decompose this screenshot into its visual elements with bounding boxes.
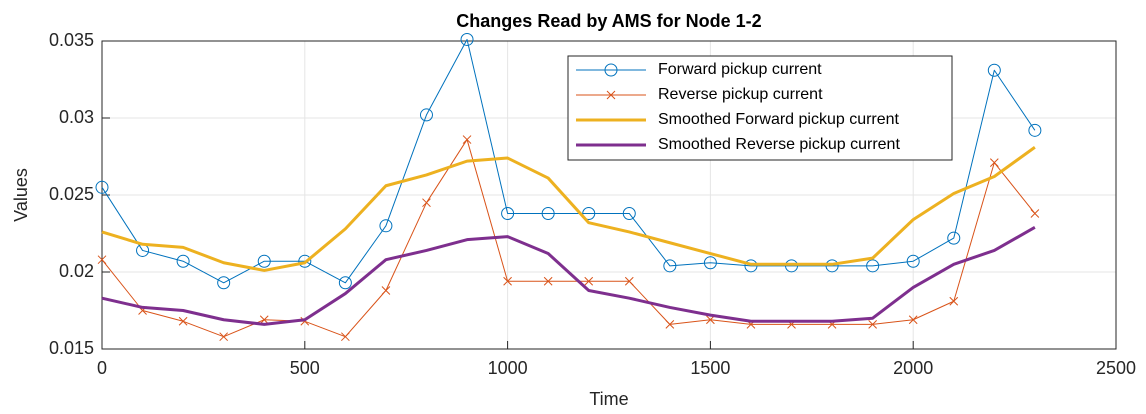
x-axis-label: Time bbox=[589, 389, 628, 409]
x-tick-label: 1500 bbox=[690, 358, 730, 378]
marker bbox=[908, 315, 918, 325]
marker bbox=[624, 276, 634, 286]
series-line bbox=[101, 146, 1036, 272]
marker bbox=[1028, 123, 1042, 137]
marker bbox=[989, 158, 999, 168]
marker bbox=[341, 332, 350, 342]
marker bbox=[257, 254, 271, 268]
x-tick-label: 0 bbox=[97, 358, 107, 378]
marker bbox=[419, 108, 433, 122]
marker bbox=[584, 276, 594, 286]
x-tick-label: 1000 bbox=[488, 358, 528, 378]
marker bbox=[501, 206, 515, 220]
chart-title: Changes Read by AMS for Node 1-2 bbox=[456, 11, 761, 31]
y-tick-label: 0.03 bbox=[59, 107, 94, 127]
marker bbox=[97, 255, 107, 265]
marker bbox=[785, 259, 799, 273]
marker bbox=[663, 259, 677, 273]
marker bbox=[422, 198, 431, 208]
marker bbox=[541, 206, 555, 220]
marker bbox=[95, 180, 109, 194]
legend-label: Smoothed Reverse pickup current bbox=[658, 136, 900, 153]
marker bbox=[178, 316, 188, 326]
marker bbox=[460, 32, 474, 46]
marker bbox=[543, 276, 553, 286]
marker bbox=[379, 219, 393, 233]
marker bbox=[906, 254, 920, 268]
marker bbox=[1030, 209, 1040, 218]
legend-box bbox=[567, 55, 953, 161]
marker bbox=[503, 276, 512, 286]
marker bbox=[338, 276, 352, 290]
y-tick-label: 0.02 bbox=[59, 261, 94, 281]
marker bbox=[582, 206, 596, 220]
marker bbox=[219, 332, 229, 342]
marker bbox=[622, 206, 636, 220]
marker bbox=[381, 286, 391, 295]
marker bbox=[462, 135, 472, 144]
legend-label: Forward pickup current bbox=[658, 61, 822, 78]
series-line bbox=[101, 226, 1036, 326]
axes-box bbox=[101, 40, 1117, 350]
marker bbox=[298, 254, 312, 268]
marker bbox=[604, 63, 618, 77]
legend: Forward pickup current Reverse pickup cur… bbox=[567, 55, 953, 161]
marker bbox=[866, 259, 880, 273]
marker bbox=[665, 320, 675, 329]
marker bbox=[217, 276, 231, 290]
x-tick-label: 500 bbox=[290, 358, 320, 378]
series-line bbox=[101, 38, 1036, 284]
marker bbox=[176, 254, 190, 268]
y-tick-label: 0.035 bbox=[49, 30, 94, 50]
marker bbox=[706, 315, 715, 325]
marker bbox=[825, 259, 839, 273]
marker bbox=[744, 259, 758, 273]
marker bbox=[987, 63, 1001, 77]
marker bbox=[949, 296, 959, 306]
legend-label: Reverse pickup current bbox=[658, 86, 823, 103]
marker bbox=[868, 320, 877, 329]
legend-label: Smoothed Forward pickup current bbox=[658, 111, 900, 128]
marker bbox=[259, 315, 269, 325]
marker bbox=[606, 90, 616, 100]
marker bbox=[703, 256, 717, 270]
y-axis-label: Values bbox=[11, 168, 31, 222]
x-tick-label: 2000 bbox=[893, 358, 933, 378]
marker bbox=[947, 231, 961, 245]
x-tick-label: 2500 bbox=[1096, 358, 1136, 378]
y-tick-label: 0.025 bbox=[49, 184, 94, 204]
y-tick-label: 0.015 bbox=[49, 338, 94, 358]
